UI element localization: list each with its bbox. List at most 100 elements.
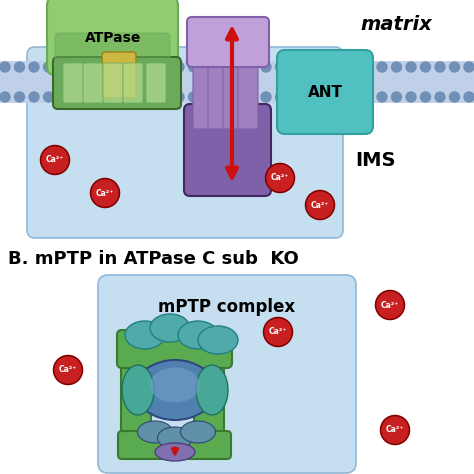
Circle shape [203,92,213,102]
Circle shape [91,178,119,208]
Circle shape [261,92,271,102]
Circle shape [420,92,430,102]
FancyBboxPatch shape [238,53,258,129]
Circle shape [145,92,155,102]
Text: Ca²⁺: Ca²⁺ [269,328,287,337]
Text: ANT: ANT [308,84,343,100]
Text: Ca²⁺: Ca²⁺ [311,201,329,210]
FancyBboxPatch shape [194,351,224,454]
Ellipse shape [157,427,192,449]
Text: Ca²⁺: Ca²⁺ [96,189,114,198]
Circle shape [392,92,401,102]
Circle shape [392,62,401,72]
Circle shape [218,92,228,102]
Circle shape [159,92,170,102]
Ellipse shape [135,360,215,420]
Circle shape [54,356,82,384]
Circle shape [377,292,403,318]
Circle shape [145,62,155,72]
Circle shape [130,92,140,102]
Circle shape [40,146,70,174]
Ellipse shape [150,314,190,342]
Circle shape [363,92,373,102]
Circle shape [348,92,358,102]
FancyBboxPatch shape [193,53,213,129]
Text: IMS: IMS [355,151,395,170]
Circle shape [92,180,118,206]
Bar [0,61,474,103]
FancyBboxPatch shape [121,351,151,454]
FancyBboxPatch shape [118,431,231,459]
Ellipse shape [178,321,218,349]
Circle shape [232,62,242,72]
Circle shape [130,62,140,72]
Circle shape [464,62,474,72]
Circle shape [319,62,329,72]
Circle shape [73,62,82,72]
Circle shape [363,62,373,72]
Ellipse shape [125,321,165,349]
Text: mPTP complex: mPTP complex [158,298,296,316]
FancyBboxPatch shape [83,63,103,103]
Circle shape [174,62,184,72]
Circle shape [449,92,459,102]
Text: Ca²⁺: Ca²⁺ [46,155,64,164]
Circle shape [275,62,285,72]
Circle shape [246,62,256,72]
Circle shape [159,62,170,72]
Circle shape [101,92,111,102]
FancyBboxPatch shape [277,50,373,134]
FancyBboxPatch shape [27,47,343,238]
Text: B. mPTP in ATPase C sub  KO: B. mPTP in ATPase C sub KO [8,250,299,268]
Circle shape [334,92,344,102]
FancyBboxPatch shape [208,53,228,129]
Ellipse shape [155,443,195,461]
Circle shape [264,318,292,346]
Circle shape [73,92,82,102]
Text: Ca²⁺: Ca²⁺ [381,301,399,310]
Circle shape [420,62,430,72]
Circle shape [449,62,459,72]
Circle shape [232,92,242,102]
Ellipse shape [181,421,216,443]
Circle shape [307,192,333,218]
Circle shape [305,191,335,219]
FancyBboxPatch shape [103,63,123,103]
Circle shape [290,62,300,72]
Circle shape [435,62,445,72]
Text: Ca²⁺: Ca²⁺ [59,365,77,374]
Circle shape [375,291,405,319]
Text: Ca²⁺: Ca²⁺ [271,173,289,182]
FancyBboxPatch shape [146,63,166,103]
Circle shape [381,415,410,445]
Circle shape [406,62,416,72]
Ellipse shape [137,421,173,443]
Circle shape [116,92,126,102]
Circle shape [406,92,416,102]
Circle shape [218,62,228,72]
Circle shape [0,92,10,102]
Circle shape [261,62,271,72]
Circle shape [377,92,387,102]
Circle shape [334,62,344,72]
Circle shape [15,92,25,102]
FancyBboxPatch shape [123,63,143,103]
FancyBboxPatch shape [98,275,356,473]
FancyBboxPatch shape [223,53,243,129]
FancyBboxPatch shape [117,330,232,368]
Circle shape [246,92,256,102]
Circle shape [304,62,315,72]
Circle shape [87,62,97,72]
Circle shape [55,357,81,383]
Circle shape [116,62,126,72]
Circle shape [87,92,97,102]
Circle shape [29,62,39,72]
Circle shape [15,62,25,72]
FancyBboxPatch shape [187,17,269,67]
FancyBboxPatch shape [184,104,271,196]
FancyBboxPatch shape [55,33,170,73]
Circle shape [44,62,54,72]
Circle shape [58,62,68,72]
Circle shape [174,92,184,102]
Circle shape [265,319,291,345]
